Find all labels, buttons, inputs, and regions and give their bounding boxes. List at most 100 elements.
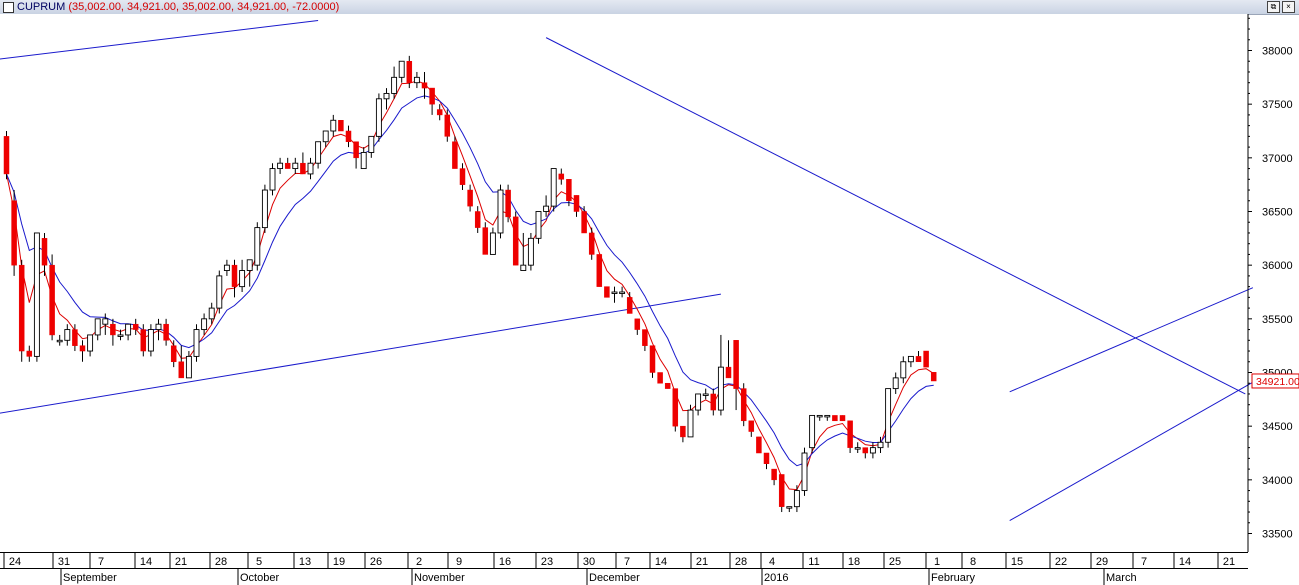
candle-body: [193, 329, 200, 357]
down-candle: [664, 382, 671, 389]
up-candle: [368, 135, 375, 158]
candle-body: [892, 377, 899, 390]
down-candle: [72, 324, 78, 352]
candle-body: [885, 388, 892, 443]
candle-body: [163, 323, 169, 341]
price-tick-label: 35500: [1262, 314, 1293, 326]
down-candle: [26, 345, 33, 362]
down-candle: [763, 452, 770, 470]
down-candle: [300, 152, 306, 175]
candle-body: [322, 130, 329, 143]
up-candle: [398, 60, 405, 83]
price-tick-label: 33500: [1262, 529, 1293, 541]
down-candle: [452, 136, 458, 169]
window-icon: [3, 2, 14, 13]
candle-body: [421, 82, 428, 89]
up-candle: [877, 436, 884, 453]
month-label: September: [63, 572, 117, 584]
last-price-marker: 34921.00: [1251, 373, 1299, 389]
month-label: November: [414, 572, 465, 584]
candle-body: [748, 420, 755, 432]
candle-body: [269, 168, 276, 191]
candle-body: [11, 200, 17, 266]
day-tick-label: 24: [9, 556, 21, 568]
month-label: October: [240, 572, 279, 584]
candle-body: [64, 329, 71, 341]
day-tick-label: 15: [1011, 556, 1023, 568]
candle-body: [284, 162, 291, 169]
day-tick-label: 4: [769, 556, 775, 568]
down-candle: [596, 254, 603, 287]
up-candle: [292, 157, 299, 174]
day-tick-label: 7: [1141, 556, 1147, 568]
up-candle: [322, 130, 329, 148]
down-candle: [672, 388, 679, 432]
candle-body: [223, 264, 230, 271]
up-candle: [87, 334, 94, 357]
up-candle: [702, 388, 709, 400]
close-window-icon[interactable]: ×: [1282, 1, 1295, 13]
down-candle: [178, 345, 185, 379]
price-tick-label: 36500: [1262, 207, 1293, 219]
down-candle: [421, 71, 428, 99]
up-candle: [117, 329, 124, 341]
trendline: [545, 37, 1246, 395]
candle-body: [125, 323, 132, 336]
candle-body: [18, 264, 25, 352]
up-candle: [216, 270, 223, 314]
day-tick-label: 13: [299, 556, 311, 568]
candle-body: [604, 286, 610, 298]
up-candle: [155, 318, 162, 341]
candle-body: [132, 323, 139, 330]
down-candle: [482, 222, 489, 255]
candle-body: [436, 109, 443, 116]
symbol-name: CUPRUM: [17, 1, 66, 13]
candle-body: [41, 238, 48, 266]
candle-body: [543, 205, 550, 212]
candle-body: [793, 490, 800, 508]
trendline: [1009, 287, 1254, 393]
day-tick-label: 1: [934, 556, 940, 568]
up-candle: [56, 334, 63, 346]
down-candle: [680, 425, 686, 443]
candle-body: [3, 136, 10, 175]
down-candle: [11, 190, 17, 276]
candle-body: [520, 264, 527, 271]
up-candle: [383, 88, 390, 110]
up-candle: [223, 259, 230, 276]
down-candle: [778, 474, 785, 513]
price-axis: 3350034000345003500035500360003650037000…: [1247, 14, 1293, 552]
down-candle: [41, 232, 48, 276]
down-candle: [110, 318, 116, 346]
candle-body: [687, 409, 694, 438]
candle-body: [915, 356, 922, 363]
candle-body: [733, 340, 739, 389]
down-candle: [3, 131, 10, 180]
up-candle: [125, 323, 132, 341]
day-tick-label: 14: [655, 556, 667, 568]
trendline-layer: [0, 19, 1254, 522]
up-candle: [543, 195, 550, 217]
candle-body: [360, 152, 367, 170]
price-tick-label: 34000: [1262, 475, 1293, 487]
up-candle: [360, 147, 367, 170]
candle-body: [406, 60, 413, 83]
up-candle: [261, 184, 268, 233]
up-candle: [33, 232, 40, 362]
candle-body: [277, 162, 284, 170]
candle-body: [102, 318, 109, 325]
up-candle: [489, 227, 496, 255]
up-candle: [809, 414, 816, 453]
down-candle: [558, 168, 565, 185]
restore-window-icon[interactable]: ⧉: [1267, 1, 1280, 13]
down-candle: [756, 436, 762, 454]
candle-body: [72, 329, 78, 346]
candle-body: [619, 291, 626, 294]
down-candle: [231, 259, 238, 298]
up-candle: [695, 393, 702, 416]
candle-body: [429, 87, 435, 105]
candle-body: [923, 350, 929, 368]
down-candle: [338, 120, 344, 132]
up-candle: [801, 447, 808, 496]
day-tick-label: 25: [889, 556, 901, 568]
